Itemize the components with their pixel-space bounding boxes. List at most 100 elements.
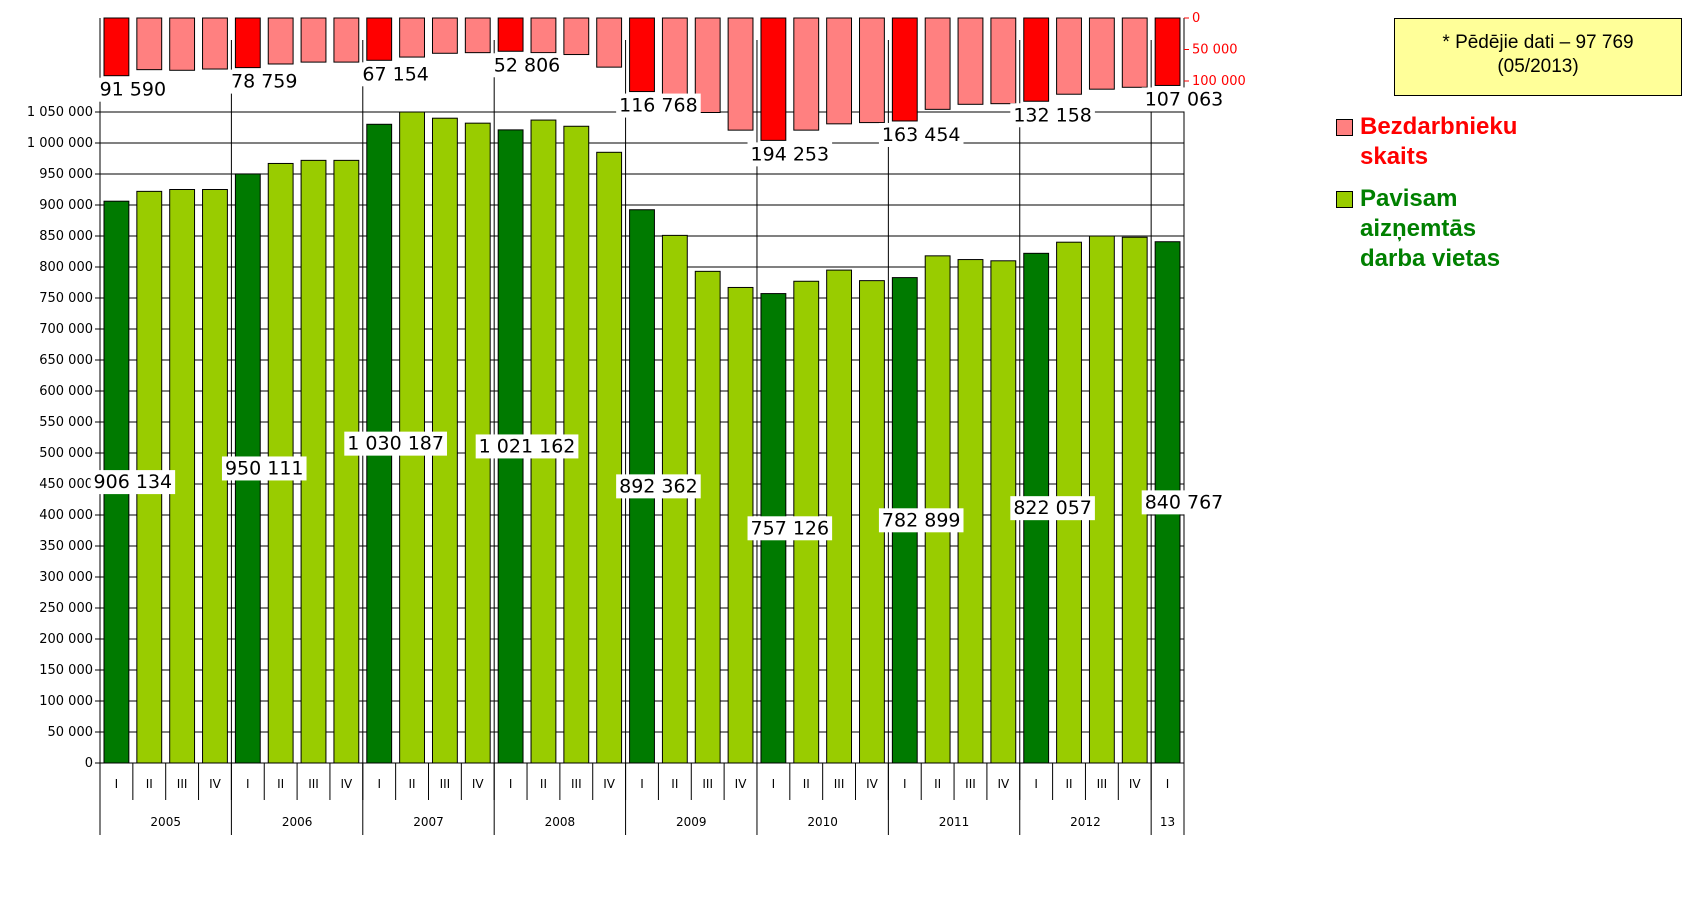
unemployed-bar — [891, 17, 918, 122]
employed-data-label-box — [878, 508, 964, 533]
quarter-label: II — [803, 777, 810, 791]
year-label: 2009 — [676, 815, 707, 829]
employed-data-label: 892 362 — [619, 475, 698, 497]
year-label: 13 — [1160, 815, 1175, 829]
year-label: 2011 — [939, 815, 970, 829]
unemployed-bar — [563, 17, 590, 56]
unemployed-data-label-box — [878, 122, 964, 147]
y-tick-label: 900 000 — [39, 198, 93, 213]
unemployed-data-label-box — [1010, 103, 1095, 128]
unemployed-bar — [924, 17, 951, 110]
unemployed-data-label: 163 454 — [882, 124, 961, 146]
unemployed-bar — [136, 17, 163, 71]
y-tick-label: 150 000 — [39, 663, 93, 678]
unemployed-tick-label: 100 000 — [1192, 74, 1246, 89]
employed-data-label-box — [616, 474, 701, 499]
quarter-label: IV — [472, 777, 485, 791]
quarter-label: III — [308, 777, 319, 791]
unemployed-data-label: 132 158 — [1013, 104, 1092, 126]
unemployed-bar — [760, 17, 787, 141]
unemployed-bar — [103, 17, 130, 77]
unemployed-bar — [267, 17, 294, 65]
employed-data-label-box — [221, 456, 307, 481]
unemployed-bar — [661, 17, 688, 104]
unemployed-bar — [990, 17, 1017, 105]
unemployed-data-label-box — [616, 93, 701, 118]
unemployed-bar — [234, 17, 261, 69]
quarter-label: II — [934, 777, 941, 791]
unemployed-bar — [1056, 17, 1082, 95]
unemployed-bar — [596, 17, 623, 68]
unemployed-data-label: 52 806 — [494, 54, 560, 76]
data-labels: 906 134 950 111 1 030 187 1 021 162 892 362 7… — [90, 53, 1227, 541]
y-tick-label: 550 000 — [39, 415, 93, 430]
unemployed-bar — [859, 17, 885, 124]
employed-bar — [596, 151, 623, 764]
unemployed-bar — [464, 17, 491, 54]
unemployed-data-label-box — [96, 77, 170, 102]
quarter-label: III — [177, 777, 188, 791]
quarter-label: III — [834, 777, 845, 791]
year-label: 2005 — [150, 815, 181, 829]
unemployed-data-label: 78 759 — [231, 71, 297, 93]
quarter-label: I — [115, 777, 119, 791]
unemployed-data-label-box — [228, 69, 301, 94]
employed-data-label-box — [1141, 490, 1227, 515]
legend-item-employed: Pavisam aizņemtās darba vietas — [1336, 184, 1666, 274]
y-tick-label: 200 000 — [39, 632, 93, 647]
legend-label-employed: Pavisam aizņemtās darba vietas — [1360, 185, 1501, 272]
quarter-label: IV — [1129, 777, 1142, 791]
employed-data-label: 757 126 — [751, 517, 830, 539]
employed-data-label: 782 899 — [882, 509, 961, 531]
unemployed-tick-label: 0 — [1192, 11, 1200, 26]
legend-swatch-unemployed — [1336, 119, 1353, 136]
employed-data-label: 822 057 — [1013, 497, 1092, 519]
employed-data-label: 950 111 — [225, 457, 304, 479]
unemployed-bar — [169, 17, 196, 71]
latest-data-note: * Pēdējie dati – 97 769 (05/2013) — [1394, 18, 1682, 96]
y-tick-label: 1 000 000 — [27, 136, 93, 151]
quarter-label: II — [1065, 777, 1072, 791]
y-tick-label: 400 000 — [39, 508, 93, 523]
employed-data-label: 1 030 187 — [347, 433, 444, 455]
quarter-label: I — [772, 777, 776, 791]
quarter-label: II — [146, 777, 153, 791]
employed-bar — [694, 270, 721, 764]
unemployed-data-label-box — [359, 62, 432, 87]
unemployed-bar — [431, 17, 458, 54]
quarter-label: I — [509, 777, 513, 791]
quarter-label: III — [1097, 777, 1108, 791]
unemployed-data-label: 194 253 — [751, 143, 830, 165]
legend: Bezdarbnieku skaits Pavisam aizņemtās da… — [1336, 112, 1666, 286]
quarter-label: I — [246, 777, 250, 791]
legend-label-unemployed: Bezdarbnieku skaits — [1360, 113, 1518, 170]
unemployed-data-label-box — [490, 53, 564, 78]
employed-data-label-box — [1010, 496, 1095, 521]
unemployed-axis: 0 50 000 100 000 — [1184, 11, 1246, 89]
unemployed-bar — [497, 17, 524, 52]
unemployed-bar — [1154, 17, 1181, 86]
employed-data-label-box — [90, 470, 176, 495]
unemployed-data-label: 67 154 — [362, 63, 428, 85]
note-line-2: (05/2013) — [1497, 56, 1579, 77]
y-tick-label: 1 050 000 — [27, 105, 93, 120]
y-tick-label: 800 000 — [39, 260, 93, 275]
y-tick-label: 850 000 — [39, 229, 93, 244]
quarter-label: I — [903, 777, 907, 791]
quarter-label: I — [377, 777, 381, 791]
quarter-label: I — [1166, 777, 1170, 791]
quarter-label: III — [965, 777, 976, 791]
unemployed-data-label: 107 063 — [1145, 88, 1224, 110]
legend-swatch-employed — [1336, 191, 1353, 208]
quarter-label: III — [702, 777, 713, 791]
y-tick-label: 450 000 — [39, 477, 93, 492]
unemployed-bar — [399, 17, 425, 58]
employed-data-label: 1 021 162 — [479, 435, 576, 457]
y-tick-label: 250 000 — [39, 601, 93, 616]
quarter-label: II — [277, 777, 284, 791]
unemployed-bar — [793, 17, 820, 131]
unemployed-bar — [530, 17, 557, 54]
year-label: 2012 — [1070, 815, 1101, 829]
note-line-1: * Pēdējie dati – 97 769 — [1442, 32, 1634, 53]
quarter-label: II — [671, 777, 678, 791]
